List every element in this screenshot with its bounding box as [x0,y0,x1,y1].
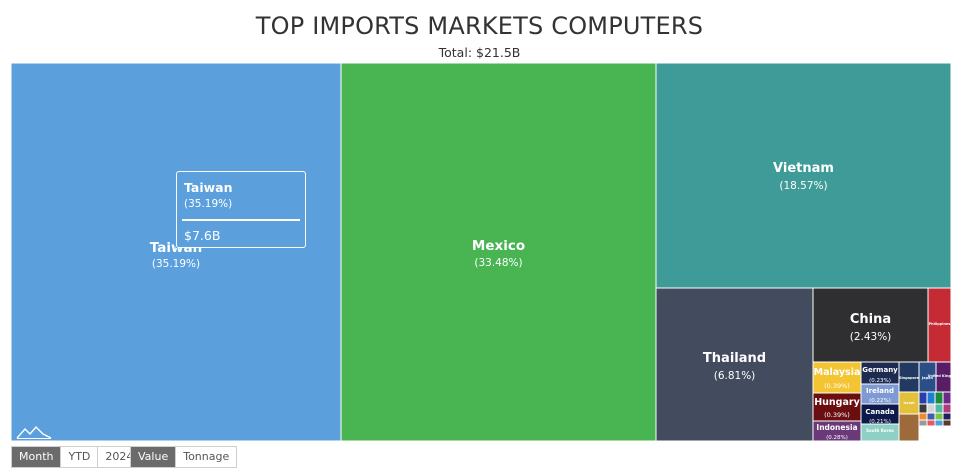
tonnage-button[interactable]: Tonnage [176,447,237,467]
treemap-cell-small[interactable] [926,412,936,421]
cell-label-name: Malaysia [814,367,861,378]
cell-label-name: Israel [903,401,914,405]
treemap-cell-small[interactable] [934,391,944,405]
treemap-cell-mexico[interactable]: Mexico (33.48%) [340,62,657,442]
treemap-cell-small[interactable] [918,412,928,421]
mountain-logo-icon [16,425,52,439]
cell-label-percent: (0.23%) [869,378,891,384]
cell-label-percent: (0.21%) [869,419,891,425]
cell-label-name: Singapore [899,376,920,380]
cell-label-percent: (0.28%) [826,435,848,441]
cell-label-name: Thailand [703,351,766,366]
treemap-cell-vietnam[interactable]: Vietnam (18.57%) [655,62,952,289]
treemap-cell-small[interactable] [918,403,928,414]
treemap-cell-canada[interactable]: Canada (0.21%) [860,403,900,425]
tooltip-backdrop [176,171,306,248]
tooltip-divider [182,219,300,221]
month-button[interactable]: Month [12,447,62,467]
treemap-cell-small[interactable] [926,403,936,414]
treemap-cell-small[interactable] [934,419,944,427]
treemap-cell-germany[interactable]: Germany (0.23%) [860,361,900,385]
tooltip-country: Taiwan [184,180,233,195]
treemap-cell-small[interactable] [918,419,928,427]
cell-label-name: United Kingdom [928,374,959,378]
treemap-cell-hungary[interactable]: Hungary (0.39%) [812,392,862,422]
period-toggle: Month YTD 2024 [11,446,142,468]
treemap-cell-small[interactable] [942,403,952,414]
treemap-cell-thailand[interactable]: Thailand (6.81%) [655,287,814,442]
treemap-cell-israel[interactable]: Israel [898,391,920,415]
cell-label-name: South Korea [866,428,894,433]
cell-label-name: Hungary [814,397,860,408]
treemap-cell-small[interactable] [934,412,944,421]
cell-label-percent: (35.19%) [152,258,200,270]
cell-label-percent: (18.57%) [779,180,827,192]
treemap-cell-small[interactable] [942,391,952,405]
cell-label-name: China [850,312,891,327]
treemap-cell-small[interactable] [926,419,936,427]
cell-label-percent: (0.39%) [824,411,850,419]
treemap-cell-singapore[interactable]: Singapore [898,361,920,393]
treemap-cell-ireland[interactable]: Ireland (0.22%) [860,383,900,405]
cell-label-percent: (33.48%) [474,257,522,269]
treemap-cell-south-korea[interactable]: South Korea [860,423,900,442]
treemap-cell-taiwan[interactable]: Taiwan (35.19%) [10,62,342,442]
cell-label-percent: (0.22%) [869,398,891,404]
treemap-cell-small[interactable] [942,412,952,421]
value-button[interactable]: Value [131,447,177,467]
cell-label-name: Mexico [472,238,525,254]
treemap-cell-other[interactable] [898,413,920,442]
treemap-cell-small[interactable] [926,391,936,405]
cell-label-name: Ireland [866,387,894,395]
ytd-button[interactable]: YTD [61,447,99,467]
treemap-cell-small[interactable] [918,391,928,405]
cell-label-name: Indonesia [816,423,857,432]
treemap-cell-indonesia[interactable]: Indonesia (0.28%) [812,420,862,442]
tooltip-value: $7.6B [184,228,221,243]
chart-subtitle: Total: $21.5B [438,45,521,60]
treemap-cell-philippines[interactable]: Philippines [927,287,952,363]
year-2024-button[interactable]: 2024 [98,447,141,467]
cell-label-name: Vietnam [773,161,834,176]
treemap-cell-china[interactable]: China (2.43%) [812,287,929,363]
cell-label-name: Philippines [929,322,951,326]
metric-toggle: Value Tonnage [130,446,238,468]
cell-label-percent: (2.43%) [850,331,892,343]
tooltip: Taiwan (35.19%) $7.6B [176,171,306,248]
chart-title: TOP IMPORTS MARKETS COMPUTERS [255,12,704,40]
cell-label-name: Japan [921,376,934,380]
treemap-cell-small[interactable] [942,419,952,427]
cell-label-name: Canada [865,408,895,416]
treemap-cell-malaysia[interactable]: Malaysia (0.39%) [812,361,862,394]
cell-label-percent: (0.39%) [824,382,850,390]
tooltip-percent: (35.19%) [184,198,233,210]
treemap-cell-small[interactable] [934,403,944,414]
cell-label-percent: (6.81%) [714,370,756,382]
cell-label-name: Germany [862,366,898,374]
